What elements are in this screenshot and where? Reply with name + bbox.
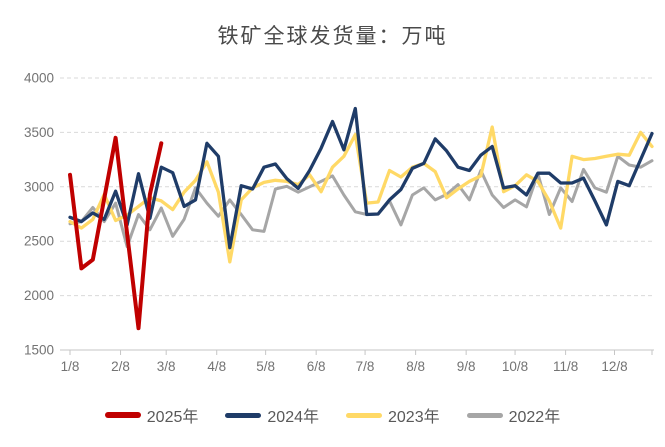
legend-item-2023: 2023年 [346,403,440,427]
y-axis-label: 2000 [24,288,54,303]
series-line-2025年 [68,135,164,331]
y-axis-label: 1500 [24,343,54,358]
legend-label: 2025年 [146,409,199,426]
x-axis-label: 7/8 [356,359,375,374]
legend-line-swatch-2025 [104,412,141,418]
legend-label: 2023年 [388,409,440,426]
x-axis-label: 10/8 [502,359,528,374]
x-axis-label: 3/8 [157,359,176,374]
chart-legend: 2025年 2024年 2023年 2022年 [0,403,665,427]
x-axis-label: 1/8 [61,359,80,374]
x-axis-label: 2/8 [111,359,130,374]
x-axis-label: 11/8 [553,359,578,374]
chart-title: 铁矿全球发货量：万吨 [217,24,448,48]
legend-item-2025: 2025年 [104,403,199,427]
x-axis-label: 12/8 [601,359,627,374]
plot-area: 1500 2000 2500 3000 3500 4000 1/8 2/8 3/8 4/8 5/8 6… [24,71,654,374]
legend-item-2024: 2024年 [225,403,319,427]
legend-label: 2024年 [267,409,319,426]
y-axis-label: 3500 [24,125,54,140]
y-axis-label: 3000 [24,179,54,194]
y-axis-label: 4000 [24,71,54,86]
x-axis-label: 4/8 [207,359,226,374]
legend-line-swatch-2022 [466,412,503,418]
series-line-2024年 [68,106,654,250]
legend-line-swatch-2023 [346,412,382,418]
x-axis-label: 5/8 [256,359,275,374]
x-axis-label: 9/8 [457,359,476,374]
legend-item-2022: 2022年 [466,403,561,427]
legend-line-swatch-2024 [225,412,262,418]
legend-label: 2022年 [508,409,561,426]
y-axis-label: 2500 [24,234,54,249]
x-axis-label: 6/8 [307,359,326,374]
series-line-2022年 [68,154,654,249]
x-axis-label: 8/8 [406,359,425,374]
chart-canvas: 1500 2000 2500 3000 3500 4000 1/8 2/8 3/8 4/8 5/8 6… [24,71,654,374]
